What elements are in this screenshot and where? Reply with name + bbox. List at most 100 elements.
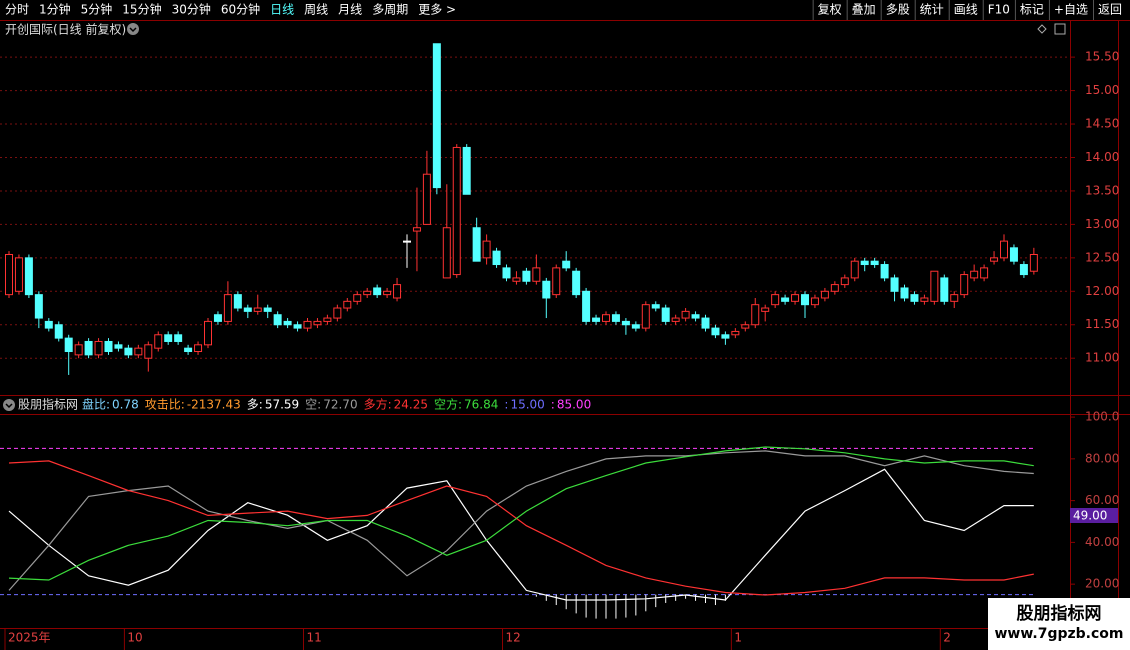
diamond-icon[interactable] xyxy=(1037,24,1047,34)
candle-body xyxy=(303,320,312,329)
candle-body xyxy=(602,314,610,322)
candle-body xyxy=(462,146,471,195)
candle-body xyxy=(154,334,163,349)
candle-body xyxy=(293,324,302,329)
candle-body xyxy=(562,260,571,269)
chart-title: 开创国际(日线 前复权) xyxy=(5,22,126,37)
candle-body xyxy=(950,294,959,302)
candle-body xyxy=(532,267,541,282)
toolbar-button[interactable]: +自选 xyxy=(1054,3,1088,17)
toolbar-tab[interactable]: 多周期 xyxy=(372,3,408,17)
candle-body xyxy=(442,227,451,279)
watermark-title: 股朋指标网 xyxy=(1017,603,1102,624)
toolbar-button[interactable]: F10 xyxy=(988,3,1010,17)
candle-body xyxy=(114,344,123,349)
toolbar-tab[interactable]: 更多 > xyxy=(418,3,456,17)
candle-body xyxy=(393,284,402,299)
toolbar-tab[interactable]: 5分钟 xyxy=(81,2,113,17)
candle-body xyxy=(552,267,561,296)
legend-label: : xyxy=(504,398,508,412)
toolbar-button[interactable]: 叠加 xyxy=(852,3,876,17)
toolbar-tab[interactable]: 日线 xyxy=(270,3,294,17)
legend-value: 57.59 xyxy=(265,398,299,412)
candle-body xyxy=(940,277,949,302)
candle-body xyxy=(422,173,431,225)
toolbar-tab[interactable]: 15分钟 xyxy=(122,2,161,17)
y-tick-label: 80.00 xyxy=(1085,451,1119,465)
y-tick-label: 60.00 xyxy=(1085,493,1119,507)
candle-body xyxy=(213,314,222,322)
candle-body xyxy=(830,284,839,292)
candle-body xyxy=(611,314,620,322)
toolbar-button[interactable]: 统计 xyxy=(920,3,944,17)
candle-body xyxy=(94,340,103,356)
candle-body xyxy=(572,270,581,296)
toolbar-button[interactable]: 返回 xyxy=(1098,3,1122,17)
legend-label: 盘比: xyxy=(82,397,110,412)
candle-body xyxy=(522,270,531,282)
legend-value: 72.70 xyxy=(323,398,357,412)
candle-body xyxy=(134,347,143,356)
candle-body xyxy=(1029,253,1038,272)
candle-body xyxy=(850,260,859,279)
candle-body xyxy=(184,347,193,353)
candle-body xyxy=(44,320,53,329)
candle-body xyxy=(791,294,800,302)
toolbar-button[interactable]: 复权 xyxy=(818,3,842,17)
candle-body xyxy=(542,280,551,299)
y-tick-label: 15.00 xyxy=(1085,83,1119,97)
candle-body xyxy=(721,334,730,339)
candle-body xyxy=(283,320,292,326)
candle-body xyxy=(263,307,272,312)
candle-body xyxy=(860,260,869,266)
candle-body xyxy=(801,294,809,306)
dropdown-icon[interactable] xyxy=(127,23,139,35)
candle-body xyxy=(204,320,212,346)
legend-label: 空方: xyxy=(434,397,462,412)
y-tick-label: 20.00 xyxy=(1085,577,1119,591)
legend-label: 多: xyxy=(247,398,263,412)
candle-body xyxy=(492,250,501,266)
cursor-label: 49.00 xyxy=(1073,509,1107,523)
toolbar-tab[interactable]: 周线 xyxy=(304,3,328,17)
candle-body xyxy=(900,287,909,299)
panel-icon[interactable] xyxy=(1054,23,1066,35)
toolbar-tab[interactable]: 月线 xyxy=(338,3,362,17)
y-tick-label: 12.50 xyxy=(1085,250,1119,264)
candle-body xyxy=(194,344,203,353)
candle-body xyxy=(701,317,710,329)
candle-body xyxy=(1009,247,1018,262)
candle-body xyxy=(751,304,760,326)
y-tick-label: 15.50 xyxy=(1085,50,1119,64)
x-tick-label: 10 xyxy=(127,631,142,645)
y-tick-label: 13.00 xyxy=(1085,217,1119,231)
candle-body xyxy=(482,240,491,259)
candle-body xyxy=(631,324,640,329)
toolbar-tab[interactable]: 60分钟 xyxy=(221,2,260,17)
x-tick-label: 2025年 xyxy=(8,631,51,645)
indicator-line xyxy=(8,468,1034,601)
toolbar-button[interactable]: 画线 xyxy=(954,3,978,17)
toolbar-button[interactable]: 多股 xyxy=(886,3,910,17)
toolbar-tab[interactable]: 1分钟 xyxy=(39,2,71,17)
toolbar-tab[interactable]: 30分钟 xyxy=(172,2,211,17)
legend-value: 24.25 xyxy=(394,398,428,412)
dropdown-icon[interactable] xyxy=(3,399,15,411)
candle-body xyxy=(432,43,441,189)
candle-body xyxy=(403,240,411,243)
candle-body xyxy=(960,274,969,296)
indicator-title: 股朋指标网 xyxy=(18,397,78,412)
candle-body xyxy=(104,340,113,353)
candle-body xyxy=(164,334,173,342)
chevron xyxy=(5,403,13,409)
legend-value: 15.00 xyxy=(510,398,544,412)
toolbar-button[interactable]: 标记 xyxy=(1020,3,1044,17)
candle-body xyxy=(353,294,362,302)
toolbar-tab[interactable]: 分时 xyxy=(5,3,29,17)
candle-body xyxy=(233,294,242,309)
candle-body xyxy=(383,290,392,296)
candle-body xyxy=(781,297,790,302)
candle-body xyxy=(880,264,889,279)
candle-body xyxy=(890,277,899,292)
candle-body xyxy=(661,307,670,322)
